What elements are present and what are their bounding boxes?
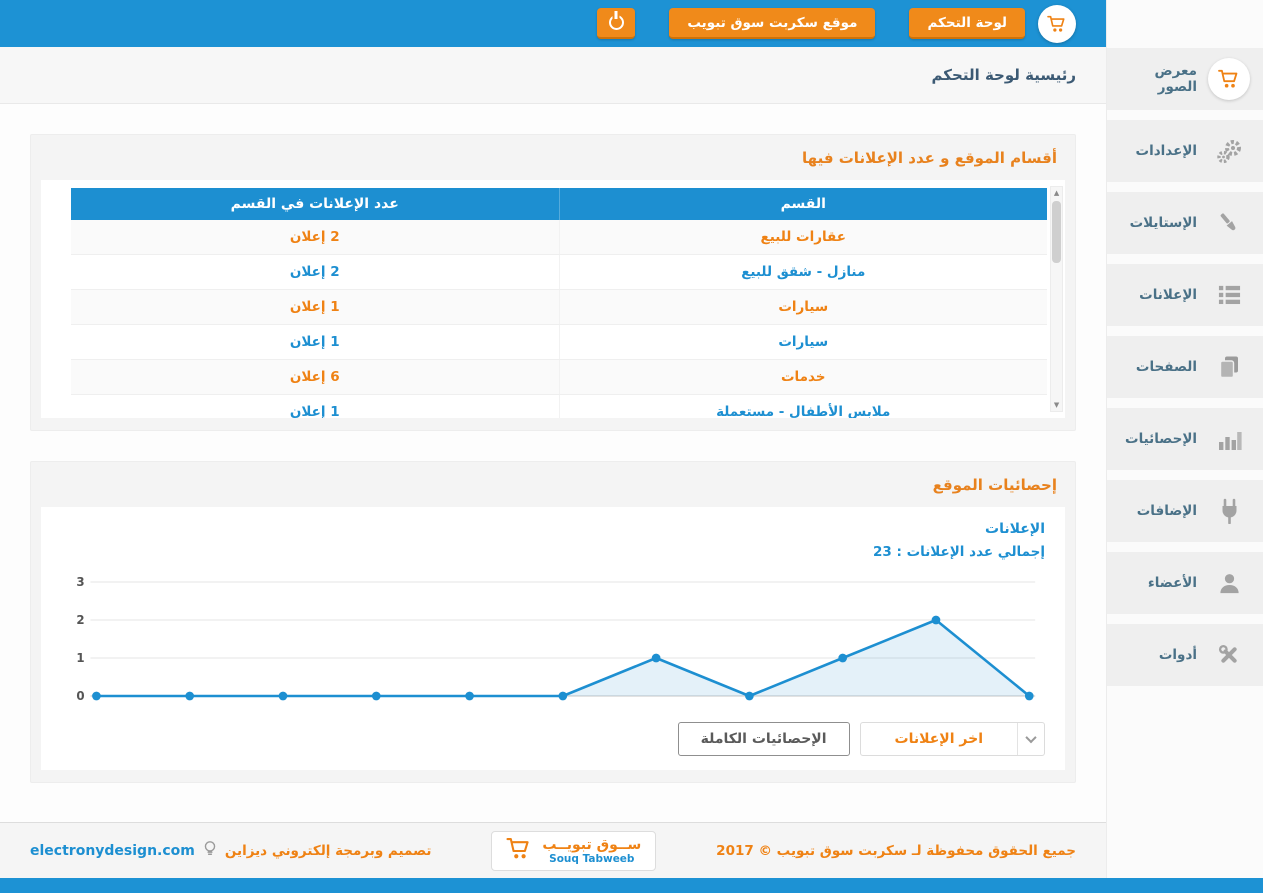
sections-card: أقسام الموقع و عدد الإعلانات فيها القسم … bbox=[30, 134, 1076, 431]
gallery-cart-icon bbox=[1208, 58, 1250, 100]
control-panel-button[interactable]: لوحة التحكم bbox=[909, 8, 1025, 39]
sections-card-title: أقسام الموقع و عدد الإعلانات فيها bbox=[802, 149, 1057, 167]
footer-logo[interactable]: ســوق تبويــب Souq Tabweeb bbox=[491, 830, 657, 871]
section-cell[interactable]: سيارات bbox=[558, 324, 1047, 360]
chevron-down-icon[interactable] bbox=[1017, 723, 1044, 755]
stats-panel: الإعلانات إجمالي عدد الإعلانات : 23 0 1 2 3… bbox=[41, 507, 1065, 770]
sidebar-item-label: الصفحات bbox=[1135, 359, 1197, 375]
svg-text:0: 0 bbox=[76, 689, 84, 703]
logout-button[interactable] bbox=[597, 8, 636, 39]
designer-site-link[interactable]: electronydesign.com bbox=[30, 842, 195, 859]
copyright-text: جميع الحقوق محفوظة لـ سكربت سوق تبويب © … bbox=[716, 842, 1076, 859]
sections-table-wrap: القسم عدد الإعلانات في القسم عقارات للبي… bbox=[41, 180, 1065, 418]
column-header-count: عدد الإعلانات في القسم bbox=[71, 188, 559, 220]
latest-ads-dropdown[interactable]: اخر الإعلانات bbox=[859, 722, 1045, 756]
content: أقسام الموقع و عدد الإعلانات فيها القسم … bbox=[0, 104, 1106, 822]
stats-card-title: إحصائيات الموقع bbox=[932, 476, 1057, 494]
section-cell[interactable]: سيارات bbox=[558, 289, 1047, 325]
stats-card: إحصائيات الموقع الإعلانات إجمالي عدد الإ… bbox=[30, 461, 1076, 783]
table-scrollbar[interactable]: ▲ ▼ bbox=[1050, 186, 1063, 412]
designer-credit: تصميم وبرمجة إلكتروني ديزاين electronyde… bbox=[30, 840, 431, 862]
scrollbar-thumb[interactable] bbox=[1052, 201, 1061, 263]
sidebar-item-styles[interactable]: الإستايلات bbox=[1107, 192, 1263, 254]
stats-series-label: الإعلانات bbox=[985, 521, 1045, 537]
section-cell[interactable]: منازل - شقق للبيع bbox=[558, 254, 1047, 290]
count-cell: 2 إعلان bbox=[71, 220, 559, 255]
paint-icon bbox=[1208, 210, 1250, 236]
sidebar-item-members[interactable]: الأعضاء bbox=[1107, 552, 1263, 614]
table-row: سيارات 1 إعلان bbox=[71, 289, 1047, 325]
sidebar-item-label: الإضافات bbox=[1136, 503, 1197, 519]
gears-icon bbox=[1208, 138, 1250, 165]
sidebar-item-label: الأعضاء bbox=[1147, 575, 1197, 591]
table-row: عقارات للبيع 2 إعلان bbox=[71, 220, 1047, 255]
tools-icon bbox=[1208, 642, 1250, 668]
full-statistics-button[interactable]: الإحصائيات الكاملة bbox=[677, 722, 850, 756]
latest-ads-label: اخر الإعلانات bbox=[894, 731, 983, 747]
main-area: لوحة التحكم موقع سكربت سوق تبويب رئيسية … bbox=[0, 0, 1106, 878]
count-cell: 1 إعلان bbox=[71, 289, 559, 325]
designer-credit-text: تصميم وبرمجة إلكتروني ديزاين bbox=[224, 842, 432, 859]
ads-line-chart: 0 1 2 3 bbox=[76, 575, 1036, 703]
scrollbar-track[interactable] bbox=[1051, 199, 1062, 399]
table-row: سيارات 1 إعلان bbox=[71, 324, 1047, 360]
sidebar-item-ads[interactable]: الإعلانات bbox=[1107, 264, 1263, 326]
sidebar-item-statistics[interactable]: الإحصائيات bbox=[1107, 408, 1263, 470]
count-cell: 1 إعلان bbox=[71, 324, 559, 360]
scroll-up-arrow[interactable]: ▲ bbox=[1053, 189, 1060, 197]
table-row: منازل - شقق للبيع 2 إعلان bbox=[71, 254, 1047, 290]
section-cell[interactable]: ملابس الأطفال - مستعملة bbox=[558, 394, 1047, 418]
sidebar-item-tools[interactable]: أدوات bbox=[1107, 624, 1263, 686]
topbar-cart-icon[interactable] bbox=[1038, 4, 1076, 43]
section-cell[interactable]: خدمات bbox=[558, 359, 1047, 395]
sections-table: القسم عدد الإعلانات في القسم عقارات للبي… bbox=[71, 188, 1047, 418]
footer: جميع الحقوق محفوظة لـ سكربت سوق تبويب © … bbox=[0, 822, 1106, 878]
breadcrumb-bar: رئيسية لوحة التحكم bbox=[0, 47, 1106, 104]
footer-logo-title: ســوق تبويــب bbox=[542, 836, 642, 853]
user-icon bbox=[1208, 571, 1250, 596]
chart-actions: اخر الإعلانات الإحصائيات الكاملة bbox=[61, 722, 1045, 756]
table-row: خدمات 6 إعلان bbox=[71, 359, 1047, 395]
svg-text:2: 2 bbox=[76, 613, 84, 627]
plug-icon bbox=[1208, 498, 1250, 524]
count-cell: 1 إعلان bbox=[71, 394, 559, 418]
sidebar: معرض الصور الإعدادات bbox=[1106, 0, 1263, 878]
section-cell[interactable]: عقارات للبيع bbox=[558, 220, 1047, 255]
list-icon bbox=[1208, 283, 1250, 307]
site-link-button[interactable]: موقع سكربت سوق تبويب bbox=[669, 8, 876, 39]
stats-total: إجمالي عدد الإعلانات : 23 bbox=[872, 544, 1045, 560]
sidebar-item-pages[interactable]: الصفحات bbox=[1107, 336, 1263, 398]
chart-holder: 0 1 2 3 bbox=[61, 566, 1045, 714]
svg-text:3: 3 bbox=[76, 575, 84, 589]
bar-chart-icon bbox=[1208, 427, 1250, 452]
footer-logo-subtitle: Souq Tabweeb bbox=[549, 852, 635, 865]
count-cell: 2 إعلان bbox=[71, 254, 559, 290]
sidebar-item-addons[interactable]: الإضافات bbox=[1107, 480, 1263, 542]
table-row: ملابس الأطفال - مستعملة 1 إعلان bbox=[71, 394, 1047, 418]
pages-icon bbox=[1208, 354, 1250, 380]
bottom-blue-strip bbox=[0, 878, 1263, 893]
sidebar-item-settings[interactable]: الإعدادات bbox=[1107, 120, 1263, 182]
column-header-section: القسم bbox=[558, 188, 1047, 220]
sidebar-item-label: معرض الصور bbox=[1154, 63, 1197, 95]
sidebar-item-label: الإعلانات bbox=[1139, 287, 1197, 303]
power-icon bbox=[608, 15, 624, 30]
breadcrumb: رئيسية لوحة التحكم bbox=[931, 66, 1076, 84]
topbar: لوحة التحكم موقع سكربت سوق تبويب bbox=[0, 0, 1106, 47]
sidebar-item-label: الإحصائيات bbox=[1125, 431, 1197, 447]
sidebar-item-gallery[interactable]: معرض الصور bbox=[1107, 48, 1263, 110]
sidebar-item-label: أدوات bbox=[1158, 647, 1197, 663]
footer-cart-icon bbox=[506, 837, 532, 864]
count-cell: 6 إعلان bbox=[71, 359, 559, 395]
scroll-down-arrow[interactable]: ▼ bbox=[1053, 401, 1060, 409]
footer-logo-text: ســوق تبويــب Souq Tabweeb bbox=[542, 837, 641, 865]
svg-text:1: 1 bbox=[76, 651, 84, 665]
sidebar-item-label: الإعدادات bbox=[1135, 143, 1197, 159]
sidebar-item-label: الإستايلات bbox=[1129, 215, 1197, 231]
bulb-icon bbox=[203, 840, 217, 862]
